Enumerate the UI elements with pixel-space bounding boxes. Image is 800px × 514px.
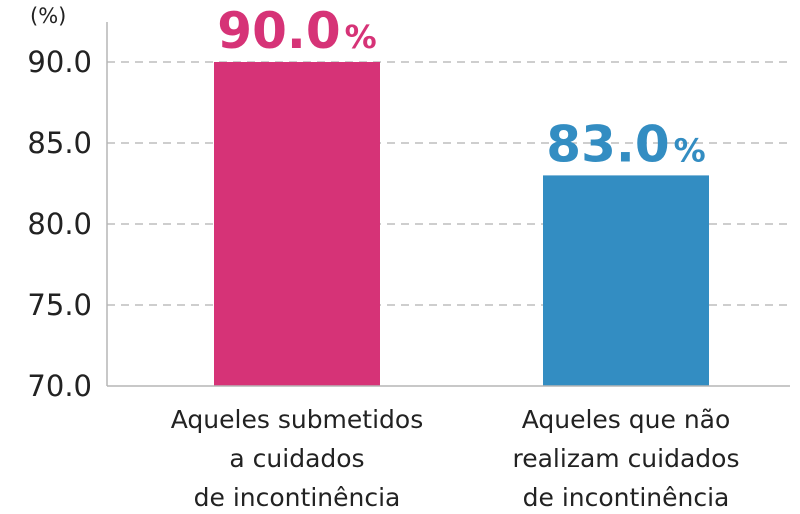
- y-tick-label: 90.0: [27, 45, 92, 79]
- x-tick-label: de incontinência: [194, 483, 401, 512]
- y-tick-label: 70.0: [27, 369, 92, 403]
- y-tick-label: 80.0: [27, 207, 92, 241]
- data-label: 90.0%: [217, 2, 376, 60]
- y-axis-unit-label: (%): [30, 4, 66, 28]
- bars: 90.0 %83.0%: [214, 2, 709, 386]
- y-tick-label: 75.0: [27, 288, 92, 322]
- data-label: 83.0%: [546, 115, 705, 173]
- x-axis-labels: Aqueles submetidos a cuidados de incontinê…: [171, 405, 740, 512]
- x-tick-label: realizam cuidados: [513, 444, 740, 473]
- y-tick-label: 85.0: [27, 126, 92, 160]
- data-label-value: 90.0: [217, 2, 340, 60]
- x-tick-label: de incontinência: [523, 483, 730, 512]
- data-label-percent: %: [345, 18, 377, 56]
- x-tick-label: a cuidados: [229, 444, 364, 473]
- y-axis-ticks: 70.0 75.0 80.0 85.0 90.0: [27, 45, 92, 403]
- x-tick-label: Aqueles que não: [522, 405, 731, 434]
- data-label-value: 83.0: [546, 115, 669, 173]
- x-tick-label: Aqueles submetidos: [171, 405, 423, 434]
- bar: [543, 175, 709, 386]
- data-label-percent: %: [674, 131, 706, 169]
- bar: [214, 62, 380, 386]
